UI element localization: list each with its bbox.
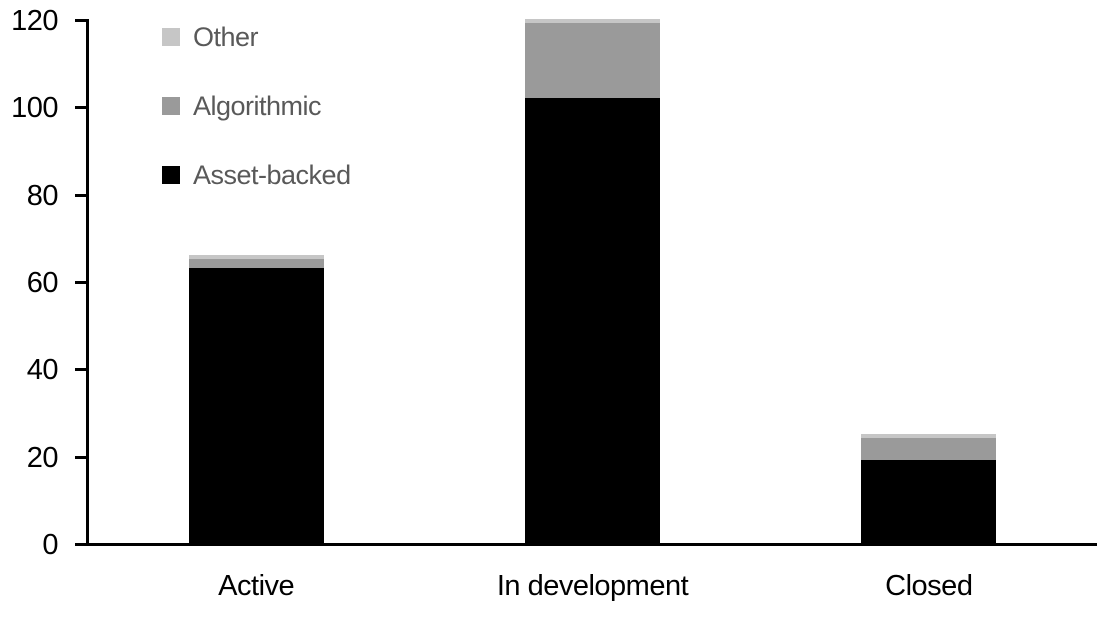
y-axis-tick	[75, 19, 86, 22]
y-axis-line	[86, 19, 89, 546]
y-axis-tick	[75, 455, 86, 459]
bar-segment-asset-backed	[525, 97, 660, 543]
y-tick-label: 100	[11, 92, 58, 125]
legend-item-algorithmic: Algorithmic	[162, 91, 351, 121]
y-axis-tick	[75, 193, 86, 197]
bar-segment-algorithmic	[861, 438, 997, 461]
x-axis-label: Active	[218, 570, 295, 602]
y-tick-label: 0	[42, 529, 58, 561]
bar-segment-algorithmic	[188, 259, 324, 268]
bar-segment-asset-backed	[188, 267, 324, 543]
legend-swatch-asset-backed	[162, 166, 180, 184]
bar-segment-algorithmic	[525, 23, 660, 98]
legend-swatch-algorithmic	[162, 97, 180, 115]
y-axis-tick	[75, 368, 86, 372]
y-tick-label: 40	[26, 354, 59, 387]
legend-swatch-other	[162, 28, 180, 46]
bar-segment-other	[861, 433, 997, 439]
y-tick-label: 80	[26, 179, 59, 212]
y-axis-tick	[75, 106, 86, 110]
legend-item-other: Other	[162, 22, 351, 52]
legend-item-asset-backed: Asset-backed	[162, 160, 351, 190]
y-axis-tick	[75, 543, 86, 546]
y-axis-tick	[75, 281, 86, 284]
bar-segment-asset-backed	[861, 460, 997, 543]
legend-label-algorithmic: Algorithmic	[193, 91, 322, 121]
y-tick-label: 120	[11, 5, 58, 37]
y-tick-label: 20	[26, 441, 59, 474]
x-axis-label: In development	[496, 570, 689, 602]
x-axis-label: Closed	[885, 570, 973, 602]
bar-segment-other	[525, 19, 660, 24]
x-axis-line	[86, 543, 1097, 546]
legend-label-asset-backed: Asset-backed	[193, 160, 351, 190]
legend: Other Algorithmic Asset-backed	[162, 22, 351, 190]
legend-label-other: Other	[193, 22, 259, 52]
y-tick-label: 60	[26, 267, 59, 299]
bar-segment-other	[188, 254, 324, 260]
